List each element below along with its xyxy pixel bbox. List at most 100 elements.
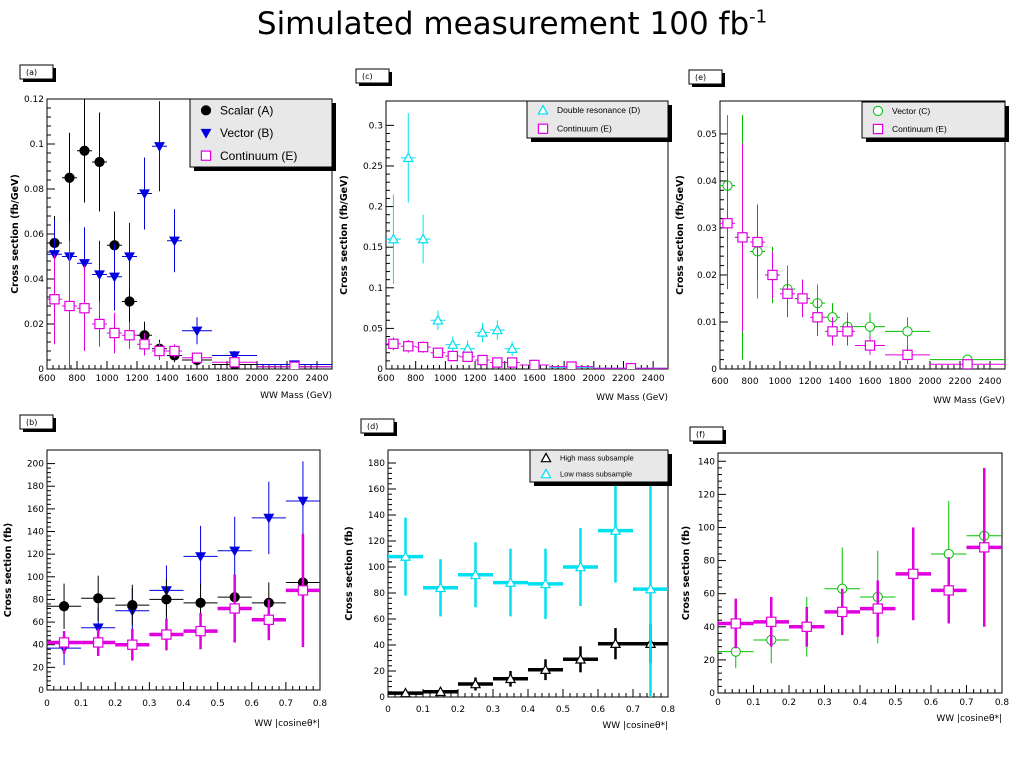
x-tick-label: 600 xyxy=(377,374,394,384)
panel-c: (c) 0 0.05 0.1 0.15 0.2 0.25 0.3 600 800 1000 1200 1… xyxy=(339,68,672,403)
x-tick-label: 1400 xyxy=(493,374,516,384)
data-point xyxy=(402,152,414,163)
data-point xyxy=(943,548,954,560)
y-tick-label: 0.08 xyxy=(24,185,44,195)
panel-tag-label: (d) xyxy=(367,422,378,431)
series-continuum-e xyxy=(386,337,668,369)
data-point xyxy=(79,303,90,314)
x-axis-title: WW |cosineθ*| xyxy=(936,714,1002,724)
panel-tag-a: (a) xyxy=(19,64,56,82)
data-point xyxy=(297,496,309,507)
x-tick-label: 600 xyxy=(711,377,728,387)
plot-frame xyxy=(719,100,1006,370)
legend-a: Scalar (A) Vector (B) Continuum (E) xyxy=(189,98,336,171)
y-tick-label: 0 xyxy=(38,686,44,696)
data-point xyxy=(730,618,741,629)
x-tick-label: 0.5 xyxy=(556,705,570,715)
x-tick-label: 0.5 xyxy=(888,698,902,708)
y-tick-label: 120 xyxy=(368,537,385,547)
data-point xyxy=(801,621,812,632)
x-tick-label: 2200 xyxy=(612,374,635,384)
y-tick-label: 200 xyxy=(27,460,44,470)
y-tick-label: 180 xyxy=(27,482,44,492)
data-point xyxy=(730,646,741,657)
panel-tag-label: (c) xyxy=(362,72,373,81)
x-tick-label: 0 xyxy=(715,698,721,708)
x-axis: 0 0.1 0.2 0.3 0.4 0.5 0.6 0.7 0.8 xyxy=(385,689,675,715)
series-vector-b xyxy=(47,101,332,369)
data-point xyxy=(504,672,517,684)
y-tick-label: 0.02 xyxy=(697,271,717,281)
x-tick-label: 0.8 xyxy=(661,705,676,715)
data-point xyxy=(169,236,180,247)
legend-label: Low mass subsample xyxy=(560,470,632,479)
panel-tag-b: (b) xyxy=(19,414,56,432)
data-point xyxy=(812,312,823,323)
y-axis: 0 20 40 60 80 100 120 140 160 180 200 xyxy=(27,460,55,696)
data-point xyxy=(139,189,150,200)
series-low-mass-subsample xyxy=(388,478,668,697)
data-point xyxy=(229,351,240,362)
y-tick-label: 20 xyxy=(704,656,716,666)
data-point xyxy=(827,326,838,337)
x-tick-label: 0.3 xyxy=(142,699,156,709)
legend-label: Continuum (E) xyxy=(557,124,612,134)
legend-label: Vector (B) xyxy=(220,126,273,140)
x-tick-label: 1800 xyxy=(553,374,576,384)
data-point xyxy=(434,581,447,593)
x-tick-label: 0.6 xyxy=(591,705,606,715)
legend-marker xyxy=(200,105,212,116)
legend-d: High mass subsample Low mass subsample xyxy=(529,449,672,486)
panel-tag-label: (f) xyxy=(696,430,705,439)
y-tick-label: 0.01 xyxy=(697,318,717,328)
x-tick-label: 0.4 xyxy=(853,698,868,708)
data-point xyxy=(609,637,622,648)
data-point xyxy=(403,341,414,352)
data-point xyxy=(506,357,518,368)
plot-frame xyxy=(46,449,321,691)
data-point xyxy=(161,594,172,605)
data-point xyxy=(229,357,240,368)
data-point xyxy=(387,233,400,244)
data-point xyxy=(124,296,135,307)
data-point xyxy=(58,601,70,612)
x-tick-label: 800 xyxy=(741,377,758,387)
data-point xyxy=(154,345,165,357)
data-point xyxy=(417,233,429,244)
x-tick-label: 0.4 xyxy=(176,699,191,709)
data-point xyxy=(195,625,206,637)
panel-f: (f) 0 20 40 60 80 100 120 140 0 0.1 0.2 0.3 0.4 0.5 0.6… xyxy=(681,426,1009,724)
y-tick-label: 0.03 xyxy=(697,224,717,234)
y-tick-label: 60 xyxy=(33,618,45,628)
data-point xyxy=(191,352,203,363)
panel-tag-label: (e) xyxy=(695,73,706,82)
data-point xyxy=(539,578,552,589)
data-point xyxy=(902,349,913,361)
x-tick-label: 2200 xyxy=(949,377,972,387)
y-tick-label: 40 xyxy=(33,641,45,651)
slide-title-superscript: -1 xyxy=(749,6,768,28)
x-axis: 0 0.1 0.2 0.3 0.4 0.5 0.6 0.7 0.8 xyxy=(44,682,327,709)
y-tick-label: 100 xyxy=(368,563,385,573)
y-axis-title: Cross section (fb/GeV) xyxy=(675,175,686,295)
y-tick-label: 140 xyxy=(27,528,44,538)
legend-label: Continuum (E) xyxy=(892,124,947,134)
legend-marker xyxy=(540,468,552,479)
panel-tag-d: (d) xyxy=(360,418,397,436)
series-series-1 xyxy=(718,467,1002,649)
panel-b: (b) 0 20 40 60 80 100 120 140 160 180 200 0 0.1 0.2 0.3… xyxy=(3,414,327,729)
data-point xyxy=(979,542,990,553)
data-point xyxy=(388,338,399,350)
plot-frame xyxy=(717,452,1003,694)
y-tick-label: 40 xyxy=(704,623,716,633)
x-axis-title: WW |cosineθ*| xyxy=(602,721,668,731)
panel-tag-e: (e) xyxy=(688,69,725,87)
x-tick-label: 2000 xyxy=(919,377,942,387)
data-point xyxy=(64,172,75,183)
x-axis: 600 800 1000 1200 1400 1600 1800 2000 2200 2400 xyxy=(711,361,1002,387)
legend-c: Double resonance (D) Continuum (E) xyxy=(526,100,672,142)
y-tick-label: 0.2 xyxy=(369,203,383,213)
data-point xyxy=(93,593,104,604)
data-point xyxy=(752,236,763,248)
y-axis-title: Cross section (fb) xyxy=(344,526,355,621)
